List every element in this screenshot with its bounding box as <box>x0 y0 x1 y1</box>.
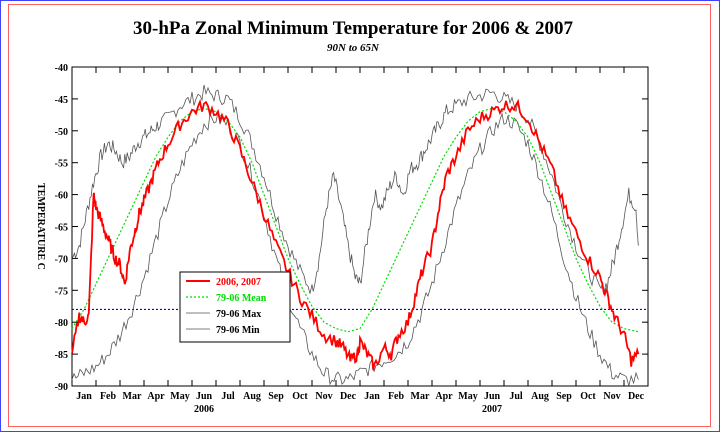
x-tick-label: Oct <box>292 391 308 402</box>
legend-label: 2006, 2007 <box>216 277 261 288</box>
x-tick-label: Jul <box>509 391 523 402</box>
y-tick-label: -90 <box>55 382 68 393</box>
y-tick-label: -85 <box>55 350 68 361</box>
y-tick-label: -50 <box>55 127 68 138</box>
series-line-2006-2007 <box>71 98 640 371</box>
x-tick-label: Mar <box>123 391 142 402</box>
series-line-79-06-min <box>71 112 639 386</box>
chart-title: 30-hPa Zonal Minimum Temperature for 200… <box>133 18 573 39</box>
y-tick-label: -40 <box>55 63 68 74</box>
x-tick-label: Nov <box>315 391 332 402</box>
x-tick-label: Apr <box>147 391 165 402</box>
y-tick-label: -45 <box>55 95 68 106</box>
x-tick-label: Dec <box>340 391 357 402</box>
x-tick-label: Dec <box>628 391 645 402</box>
legend: 2006, 2007 79-06 Mean 79-06 Max 79-06 Min <box>179 271 291 343</box>
legend-label: 79-06 Min <box>216 325 260 336</box>
x-tick-label: Mar <box>411 391 430 402</box>
x-tick-label: Apr <box>435 391 453 402</box>
x-tick-label: Aug <box>243 391 261 402</box>
year-label: 2006 <box>194 404 214 415</box>
legend-label: 79-06 Mean <box>216 293 267 304</box>
y-tick-label: -60 <box>55 191 68 202</box>
x-ticks: Jan Feb Mar Apr May Jun Jul Aug Sep Oct Nov Dec Jan F… <box>71 67 649 415</box>
x-tick-label: Jan <box>364 391 380 402</box>
year-label: 2007 <box>482 404 502 415</box>
y-tick-label: -70 <box>55 254 68 265</box>
x-tick-label: May <box>458 391 477 402</box>
y-tick-label: -75 <box>55 286 68 297</box>
x-tick-label: Feb <box>100 391 117 402</box>
x-tick-label: Jun <box>484 391 501 402</box>
y-tick-label: -65 <box>55 223 68 234</box>
x-tick-label: Oct <box>580 391 596 402</box>
x-tick-label: Jul <box>221 391 235 402</box>
series-group <box>71 84 640 386</box>
legend-label: 79-06 Max <box>216 309 261 320</box>
x-tick-label: Nov <box>603 391 620 402</box>
x-tick-label: Jun <box>196 391 213 402</box>
series-line-79-06-max <box>71 84 639 295</box>
y-tick-label: -80 <box>55 318 68 329</box>
x-tick-label: Sep <box>556 391 572 402</box>
y-ticks: -40 -45 -50 -55 -60 -65 -70 -75 -80 -85 -90 <box>55 63 648 393</box>
x-tick-label: Sep <box>268 391 284 402</box>
inner-frame <box>8 4 711 427</box>
x-tick-label: May <box>170 391 189 402</box>
x-tick-label: Aug <box>531 391 549 402</box>
legend-box <box>179 271 291 343</box>
chart-subtitle: 90N to 65N <box>327 42 380 54</box>
y-tick-label: -55 <box>55 159 68 170</box>
y-axis-label: TEMPERATURE C <box>35 183 46 270</box>
x-tick-label: Feb <box>388 391 405 402</box>
x-tick-label: Jan <box>76 391 92 402</box>
